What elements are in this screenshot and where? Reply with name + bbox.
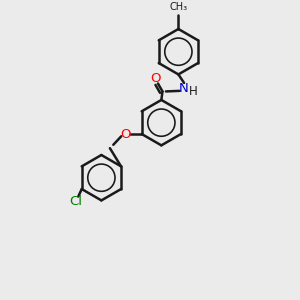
- Text: N: N: [179, 82, 189, 95]
- Text: O: O: [121, 128, 131, 140]
- Text: O: O: [150, 72, 160, 86]
- Text: CH₃: CH₃: [169, 2, 188, 12]
- Text: H: H: [189, 85, 198, 98]
- Text: Cl: Cl: [70, 195, 83, 208]
